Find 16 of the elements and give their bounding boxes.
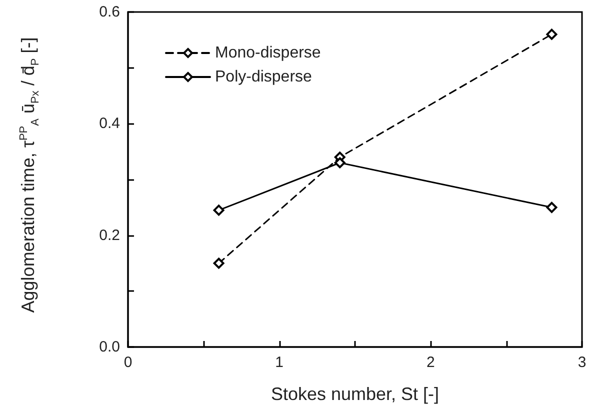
x-tick-label: 1: [275, 354, 284, 371]
x-axis-title: Stokes number, St [-]: [270, 384, 440, 404]
point: [213, 204, 224, 216]
legend-label: Poly-disperse: [215, 68, 312, 86]
x-tick-label: 0: [124, 354, 132, 371]
y-tick-label: 0.2: [99, 226, 120, 244]
point: [546, 28, 558, 40]
point: [334, 157, 346, 168]
legend-label: Mono-disperse: [215, 44, 321, 62]
point: [213, 258, 224, 269]
point: [546, 202, 558, 213]
y-tick-label: 0.0: [99, 338, 120, 356]
y-tick-label: 0.6: [99, 4, 120, 20]
x-tick-label: 3: [578, 354, 586, 371]
x-tick-label: 2: [426, 354, 435, 371]
y-tick-label: 0.4: [99, 115, 120, 132]
